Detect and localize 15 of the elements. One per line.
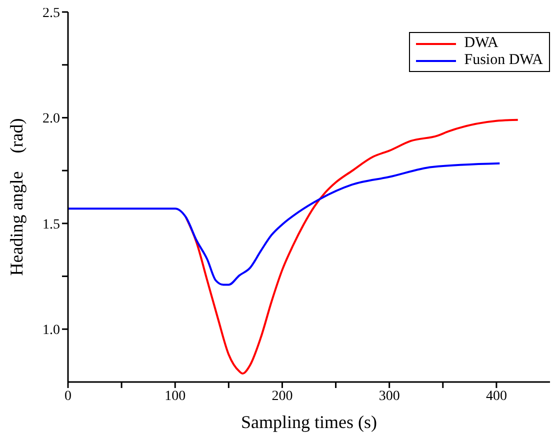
legend-label: Fusion DWA [464,52,543,69]
y-tick-label: 1.0 [42,323,60,338]
y-tick-label: 2.0 [42,112,60,127]
line-series [68,162,501,286]
x-tick-label: 0 [64,388,72,404]
line-series [184,118,519,375]
x-tick-label: 300 [378,388,400,404]
x-tick-label: 400 [486,388,507,404]
y-axis-title: Heading angle (rad) [6,118,26,276]
y-tick-label: 2.5 [42,6,60,21]
y-tick-label: 1.5 [42,217,60,232]
x-tick-label: 200 [272,388,293,404]
x-axis-title: Sampling times (s) [241,412,377,432]
x-tick-label: 100 [164,388,186,404]
legend-label: DWA [464,35,498,52]
